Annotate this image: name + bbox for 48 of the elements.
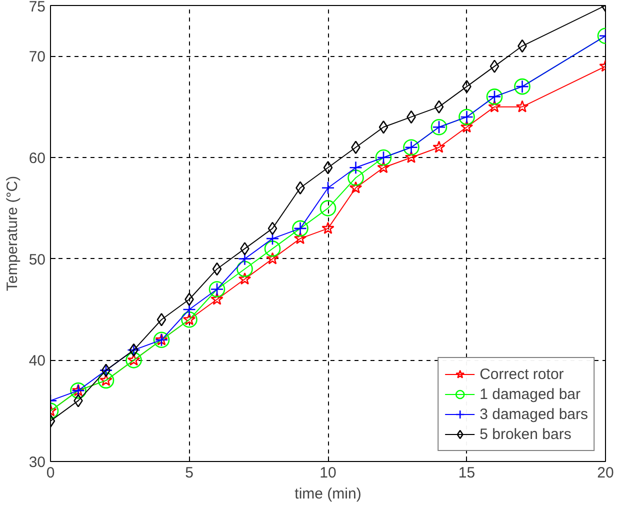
y-tick-label: 30 — [28, 454, 46, 471]
y-tick-label: 75 — [28, 0, 46, 16]
legend-label: 3 damaged bars — [480, 406, 588, 422]
y-tick-label: 40 — [28, 352, 46, 370]
point — [378, 120, 388, 134]
point — [404, 150, 418, 164]
point — [210, 292, 224, 305]
point — [460, 120, 474, 133]
point — [268, 222, 278, 236]
point — [240, 242, 250, 256]
point — [323, 160, 333, 174]
point — [349, 181, 362, 194]
point — [238, 252, 252, 266]
point — [156, 312, 166, 326]
point — [434, 100, 444, 114]
y-tick-label: 60 — [28, 150, 46, 167]
point — [432, 140, 446, 153]
point — [266, 232, 280, 246]
point — [74, 394, 83, 408]
x-tick-label: 0 — [46, 464, 55, 482]
point — [322, 222, 334, 234]
point — [320, 200, 336, 216]
y-tick-label: 50 — [28, 251, 46, 268]
point — [98, 372, 114, 389]
x-tick-label: 10 — [320, 464, 336, 482]
point — [238, 272, 252, 285]
point — [294, 232, 307, 244]
point — [321, 181, 335, 195]
point — [266, 252, 279, 264]
point — [488, 100, 501, 112]
legend-label: 5 broken bars — [480, 426, 572, 442]
y-axis-title: Temperature (°C) — [4, 176, 21, 292]
y-tick-label: 70 — [28, 48, 46, 66]
x-tick-label: 15 — [458, 464, 476, 482]
point — [490, 60, 500, 73]
x-tick-label: 5 — [185, 464, 194, 482]
legend-label: Correct rotor — [480, 366, 564, 382]
point — [212, 262, 222, 276]
point — [264, 240, 281, 257]
point — [182, 302, 196, 316]
x-axis-title: time (min) — [294, 486, 362, 502]
point — [236, 260, 253, 278]
point — [516, 100, 529, 112]
point — [349, 160, 362, 174]
point — [377, 160, 390, 174]
legend-label: 1 damaged bar — [480, 386, 580, 402]
point — [348, 170, 364, 186]
x-tick-label: 20 — [597, 464, 614, 482]
